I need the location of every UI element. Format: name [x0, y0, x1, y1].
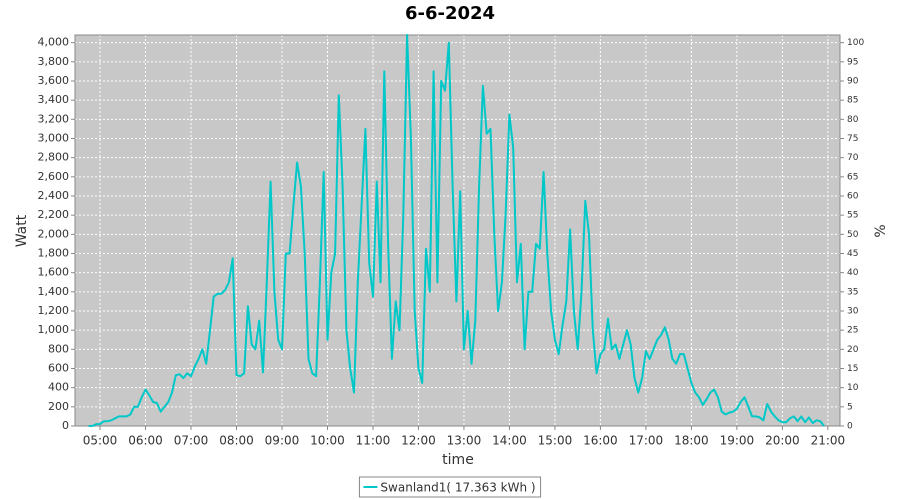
- legend-box: [358, 476, 542, 498]
- legend-label: Swanland1( 17.363 kWh ): [380, 481, 535, 495]
- y2-tick-label: 70: [847, 153, 859, 163]
- x-tick-label: 12:00: [401, 434, 436, 448]
- x-tick-label: 13:00: [447, 434, 482, 448]
- y2-tick-label: 5: [847, 402, 853, 412]
- y-tick-label: 1,200: [38, 304, 70, 317]
- y-tick-label: 2,000: [38, 227, 70, 240]
- y-tick-label: 2,200: [38, 208, 70, 221]
- y-tick-label: 3,200: [38, 112, 70, 125]
- x-tick-label: 15:00: [538, 434, 573, 448]
- series-line: [88, 34, 825, 427]
- x-tick-label: 06:00: [128, 434, 163, 448]
- y-tick-label: 800: [48, 342, 69, 355]
- x-tick-label: 14:00: [492, 434, 527, 448]
- y-axis-label: Watt: [14, 214, 30, 247]
- x-tick-label: 18:00: [674, 434, 709, 448]
- chart-title: 6-6-2024: [405, 3, 495, 24]
- y2-tick-label: 100: [847, 38, 864, 48]
- x-tick-label: 20:00: [765, 434, 800, 448]
- y2-tick-label: 80: [847, 115, 859, 125]
- y2-tick-label: 0: [847, 422, 853, 432]
- legend: Swanland1( 17.363 kWh ): [358, 476, 542, 498]
- y-tick-label: 2,600: [38, 170, 70, 183]
- y-tick-label: 4,000: [38, 36, 70, 49]
- y-tick-label: 1,600: [38, 266, 70, 279]
- y-tick-label: 1,400: [38, 285, 70, 298]
- y-tick-label: 2,400: [38, 189, 70, 202]
- x-axis-label: time: [442, 452, 474, 468]
- y2-tick-label: 50: [847, 230, 859, 240]
- y-tick-label: 3,800: [38, 55, 70, 68]
- x-tick-label: 21:00: [811, 434, 846, 448]
- y2-tick-label: 20: [847, 345, 859, 355]
- y-tick-label: 600: [48, 362, 69, 375]
- y-tick-label: 0: [62, 419, 69, 432]
- y2-axis-label: %: [873, 224, 889, 237]
- x-tick-label: 17:00: [629, 434, 664, 448]
- x-tick-label: 11:00: [356, 434, 391, 448]
- y-tick-label: 1,000: [38, 323, 70, 336]
- y-tick-label: 2,800: [38, 151, 70, 164]
- x-tick-label: 05:00: [83, 434, 118, 448]
- y-tick-label: 3,000: [38, 132, 70, 145]
- y2-tick-label: 35: [847, 287, 858, 297]
- y-tick-label: 3,600: [38, 74, 70, 87]
- plot-area: [75, 35, 840, 426]
- y2-tick-label: 95: [847, 57, 858, 67]
- y2-tick-label: 60: [847, 192, 859, 202]
- x-tick-label: 19:00: [720, 434, 755, 448]
- y2-tick-label: 40: [847, 268, 859, 278]
- x-tick-label: 07:00: [174, 434, 209, 448]
- y-tick-label: 200: [48, 400, 69, 413]
- y-tick-label: 3,400: [38, 93, 70, 106]
- y2-tick-label: 30: [847, 307, 859, 317]
- y-tick-label: 400: [48, 381, 69, 394]
- y2-tick-label: 85: [847, 96, 858, 106]
- x-tick-label: 16:00: [583, 434, 618, 448]
- y-tick-label: 1,800: [38, 247, 70, 260]
- x-tick-label: 09:00: [265, 434, 300, 448]
- y2-tick-label: 65: [847, 172, 858, 182]
- y2-tick-label: 10: [847, 383, 859, 393]
- plot-border: [74, 34, 841, 427]
- x-tick-label: 08:00: [219, 434, 254, 448]
- y2-tick-label: 15: [847, 364, 858, 374]
- y2-tick-label: 25: [847, 326, 858, 336]
- y2-tick-label: 75: [847, 134, 858, 144]
- y2-tick-label: 45: [847, 249, 858, 259]
- y2-tick-label: 55: [847, 211, 858, 221]
- x-tick-label: 10:00: [310, 434, 345, 448]
- y2-tick-label: 90: [847, 77, 859, 87]
